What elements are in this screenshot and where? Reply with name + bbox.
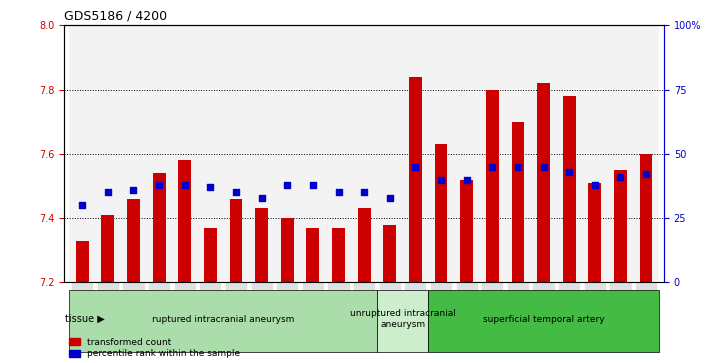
Point [307, 182, 318, 188]
Point [102, 189, 114, 195]
Bar [204, 228, 217, 282]
Point [76, 202, 88, 208]
Point [538, 164, 549, 170]
Point [128, 187, 139, 193]
Point [179, 182, 191, 188]
Bar [198, 25, 223, 282]
Bar [101, 215, 114, 282]
Bar [537, 83, 550, 282]
Legend: transformed count, percentile rank within the sample: transformed count, percentile rank withi… [69, 338, 240, 359]
Bar [230, 199, 242, 282]
Bar [300, 25, 326, 282]
Bar [383, 225, 396, 282]
Bar [248, 25, 274, 282]
Bar [377, 25, 403, 282]
Bar [351, 25, 377, 282]
Point [512, 164, 523, 170]
Bar [326, 25, 351, 282]
Point [615, 174, 626, 180]
Bar [403, 25, 428, 282]
Point [410, 164, 421, 170]
Bar [255, 208, 268, 282]
Point [154, 182, 165, 188]
Bar [614, 170, 627, 282]
Bar [172, 25, 198, 282]
Bar [556, 25, 582, 282]
Bar [281, 218, 293, 282]
Bar [608, 25, 633, 282]
Point [231, 189, 242, 195]
Point [640, 172, 652, 178]
Bar [633, 25, 659, 282]
Bar [146, 25, 172, 282]
Bar [223, 25, 248, 282]
Bar [511, 122, 524, 282]
Point [461, 177, 473, 183]
Bar [486, 90, 498, 282]
Bar [505, 25, 531, 282]
Bar [121, 25, 146, 282]
Bar [640, 154, 653, 282]
Point [281, 182, 293, 188]
Point [486, 164, 498, 170]
Bar [127, 199, 140, 282]
Point [333, 189, 344, 195]
Bar [306, 228, 319, 282]
Bar [435, 144, 448, 282]
Point [589, 182, 600, 188]
Bar [409, 77, 422, 282]
Bar [588, 183, 601, 282]
Bar [332, 228, 345, 282]
Text: superficial temporal artery: superficial temporal artery [483, 314, 604, 323]
Bar [178, 160, 191, 282]
Text: ruptured intracranial aneurysm: ruptured intracranial aneurysm [152, 314, 294, 323]
Bar [454, 25, 480, 282]
Point [256, 195, 267, 200]
Point [563, 169, 575, 175]
FancyBboxPatch shape [377, 290, 428, 352]
Bar [531, 25, 556, 282]
Bar [428, 25, 454, 282]
Bar [461, 180, 473, 282]
Bar [480, 25, 505, 282]
Bar [358, 208, 371, 282]
Bar [563, 96, 575, 282]
Bar [76, 241, 89, 282]
Bar [582, 25, 608, 282]
Point [205, 184, 216, 190]
Point [436, 177, 447, 183]
Point [358, 189, 370, 195]
Point [384, 195, 396, 200]
FancyBboxPatch shape [69, 290, 377, 352]
Text: tissue ▶: tissue ▶ [65, 314, 104, 324]
FancyBboxPatch shape [428, 290, 659, 352]
Bar [274, 25, 300, 282]
Bar [95, 25, 121, 282]
Text: unruptured intracranial
aneurysm: unruptured intracranial aneurysm [350, 309, 456, 329]
Bar [153, 173, 166, 282]
Bar [69, 25, 95, 282]
Text: GDS5186 / 4200: GDS5186 / 4200 [64, 10, 167, 23]
